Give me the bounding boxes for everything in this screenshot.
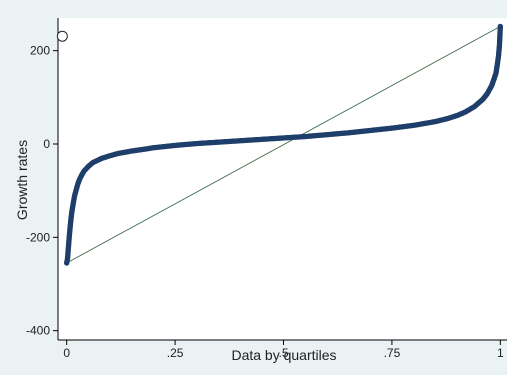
x-axis-title: Data by quartiles (231, 347, 336, 363)
marks (56, 23, 504, 266)
y-tick-label: 200 (30, 44, 50, 58)
plot-area (58, 18, 507, 340)
y-tick-label: -200 (26, 230, 50, 244)
x-tick-label: 0 (63, 346, 70, 360)
x-tick-label: .75 (384, 346, 401, 360)
y-tick-label: -400 (26, 324, 50, 338)
reference-line (66, 26, 501, 264)
x-tick-label: .5 (278, 346, 288, 360)
outlier-marker (56, 30, 68, 42)
x-tick-label: .25 (167, 346, 184, 360)
y-tick-label: 0 (43, 137, 50, 151)
axes: -400 -200 0 200 0 .25 .5 .75 1 (26, 18, 507, 360)
x-tick-label: 1 (497, 346, 504, 360)
y-axis-title: Growth rates (14, 140, 30, 220)
data-point (497, 23, 504, 30)
